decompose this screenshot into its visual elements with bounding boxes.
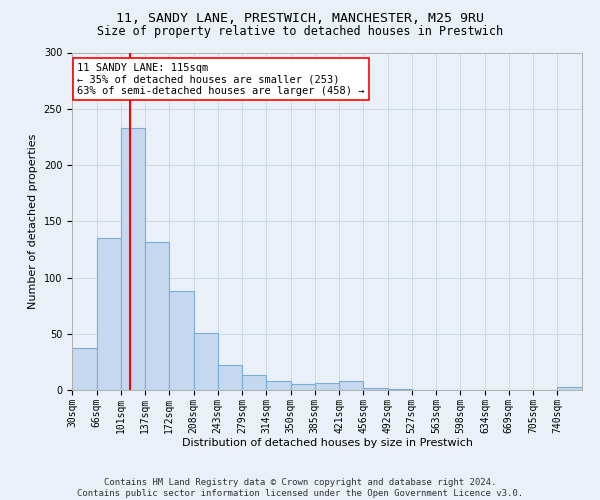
Bar: [218, 365, 242, 390]
Bar: [340, 381, 363, 390]
Bar: [314, 383, 340, 390]
Bar: [194, 332, 218, 390]
Bar: [242, 376, 266, 390]
Bar: [72, 348, 97, 390]
Bar: [121, 128, 145, 390]
X-axis label: Distribution of detached houses by size in Prestwich: Distribution of detached houses by size …: [182, 438, 473, 448]
Bar: [557, 386, 582, 390]
Bar: [97, 238, 121, 390]
Text: Contains HM Land Registry data © Crown copyright and database right 2024.
Contai: Contains HM Land Registry data © Crown c…: [77, 478, 523, 498]
Text: Size of property relative to detached houses in Prestwich: Size of property relative to detached ho…: [97, 25, 503, 38]
Bar: [388, 389, 412, 390]
Y-axis label: Number of detached properties: Number of detached properties: [28, 134, 38, 309]
Bar: [145, 242, 169, 390]
Bar: [291, 384, 314, 390]
Bar: [363, 388, 388, 390]
Bar: [169, 291, 194, 390]
Text: 11 SANDY LANE: 115sqm
← 35% of detached houses are smaller (253)
63% of semi-det: 11 SANDY LANE: 115sqm ← 35% of detached …: [77, 62, 365, 96]
Text: 11, SANDY LANE, PRESTWICH, MANCHESTER, M25 9RU: 11, SANDY LANE, PRESTWICH, MANCHESTER, M…: [116, 12, 484, 26]
Bar: [266, 381, 291, 390]
